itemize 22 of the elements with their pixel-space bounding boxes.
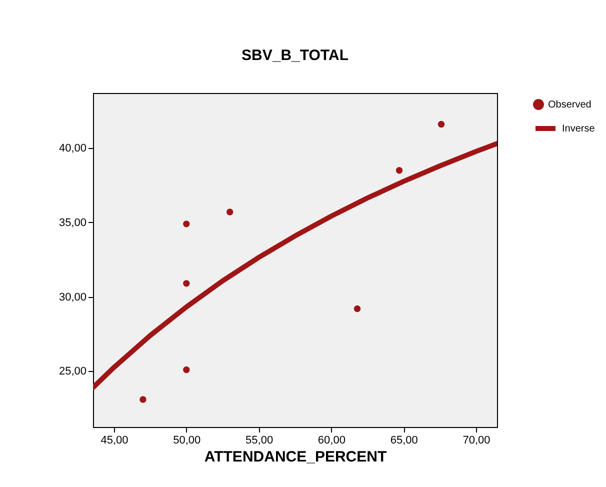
x-axis-title: ATTENDANCE_PERCENT: [204, 448, 387, 466]
y-tick-label: 35,00: [58, 216, 86, 229]
point: [183, 280, 190, 287]
point: [183, 220, 190, 228]
y-tick-label: 25,00: [58, 366, 86, 378]
chart-title: SBV_B_TOTAL: [242, 47, 348, 64]
x-tick-label: 70,00: [462, 434, 490, 446]
point: [140, 396, 146, 403]
x-tick-label: 60,00: [318, 434, 346, 446]
legend-label: Observed: [548, 100, 592, 110]
point: [438, 120, 445, 128]
x-tick-label: 65,00: [390, 434, 418, 446]
point: [183, 366, 190, 374]
point: [226, 208, 234, 216]
x-tick-label: 45,00: [100, 434, 128, 446]
x-tick-label: 55,00: [246, 434, 274, 446]
point: [354, 305, 361, 312]
x-tick-label: 50,00: [173, 434, 201, 446]
y-tick-label: 40,00: [58, 142, 86, 155]
point: [396, 167, 403, 174]
legend-label: Inverse: [562, 124, 596, 134]
y-tick-label: 30,00: [58, 291, 86, 304]
